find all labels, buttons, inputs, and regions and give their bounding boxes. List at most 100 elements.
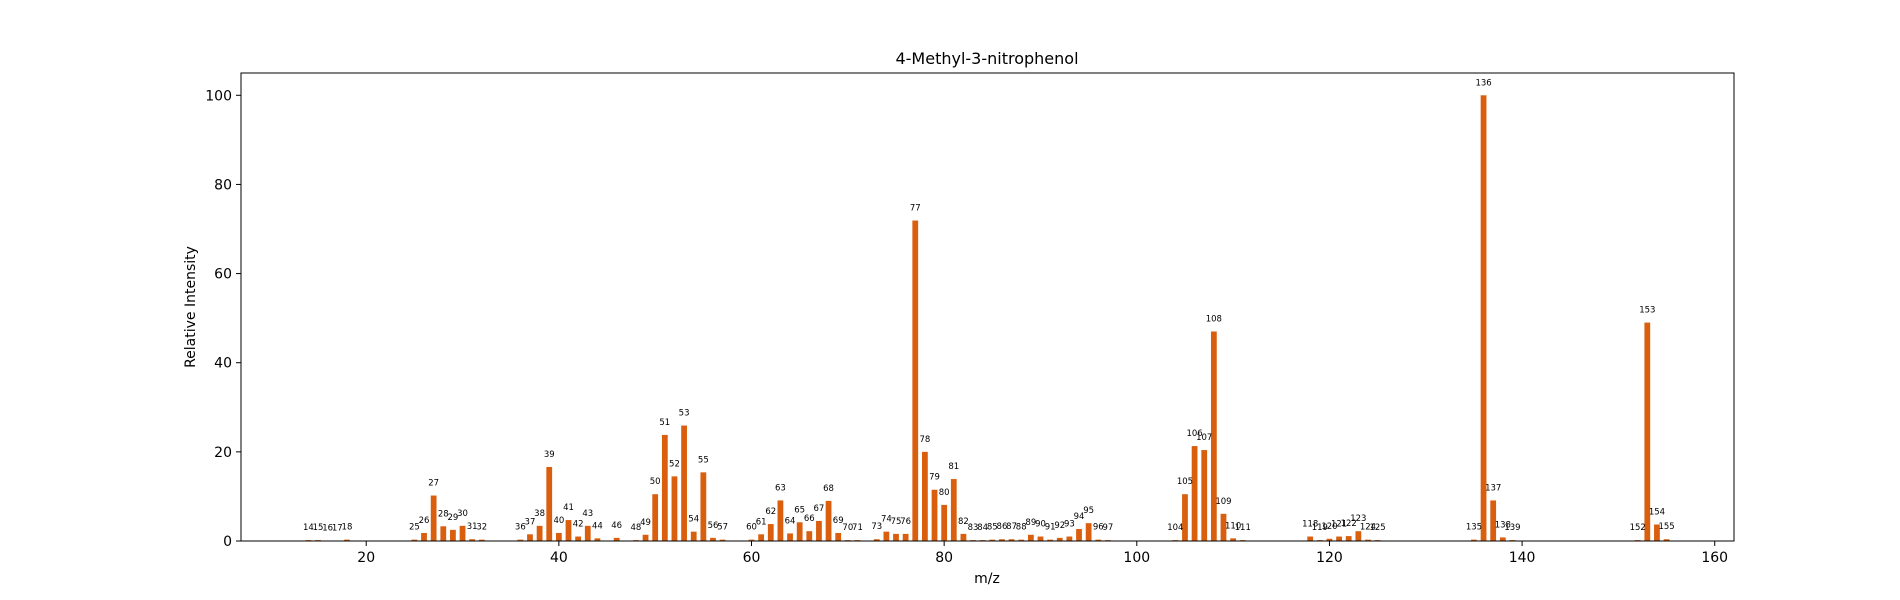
bar-mz-73 — [873, 539, 880, 541]
data-label-mz-54: 54 — [688, 515, 699, 525]
bar-mz-107 — [1201, 450, 1208, 541]
bar-mz-31 — [469, 539, 476, 541]
data-label-mz-41: 41 — [563, 503, 574, 513]
bar-mz-124 — [1365, 539, 1371, 541]
y-tick-label-0: 0 — [223, 534, 232, 550]
data-label-mz-18: 18 — [342, 523, 353, 533]
data-label-mz-48: 48 — [631, 523, 642, 533]
data-label-mz-82: 82 — [958, 517, 969, 527]
bar-mz-69 — [835, 532, 842, 541]
data-label-mz-153: 153 — [1639, 306, 1655, 316]
data-label-mz-84: 84 — [977, 523, 988, 533]
x-axis: 20 40 60 80 100 120 140 160 — [357, 541, 1728, 566]
data-label-mz-118: 118 — [1302, 520, 1318, 530]
bar-mz-27 — [430, 495, 437, 541]
bar-mz-121 — [1336, 536, 1342, 541]
data-label-mz-70: 70 — [842, 523, 853, 533]
bar-mz-137 — [1490, 500, 1497, 541]
bar-mz-120 — [1326, 538, 1333, 541]
data-label-mz-62: 62 — [765, 507, 776, 517]
y-axis-label: Relative Intensity — [183, 246, 199, 368]
bar-mz-18 — [344, 539, 350, 541]
bar-mz-136 — [1480, 95, 1487, 541]
data-label-mz-26: 26 — [419, 516, 430, 526]
y-tick-label-20: 20 — [214, 445, 232, 461]
data-label-mz-104: 104 — [1167, 523, 1183, 533]
data-label-mz-94: 94 — [1074, 512, 1085, 522]
bar-mz-88 — [1018, 539, 1025, 541]
bar-mz-81 — [950, 479, 957, 541]
bar-mz-52 — [671, 476, 678, 541]
x-tick-label-160: 160 — [1701, 550, 1728, 566]
data-label-mz-57: 57 — [717, 523, 728, 533]
data-label-mz-95: 95 — [1083, 506, 1094, 516]
data-label-mz-53: 53 — [679, 409, 690, 419]
bar-mz-56 — [710, 537, 716, 541]
data-label-mz-85: 85 — [987, 523, 998, 533]
bar-mz-53 — [681, 425, 687, 541]
chart-title: 4-Methyl-3-nitrophenol — [895, 49, 1078, 68]
bar-mz-91 — [1047, 539, 1053, 541]
bar-mz-28 — [440, 526, 447, 541]
data-label-mz-88: 88 — [1016, 523, 1027, 533]
data-label-mz-108: 108 — [1206, 315, 1222, 325]
bar-mz-86 — [999, 539, 1005, 541]
x-tick-label-120: 120 — [1316, 550, 1343, 566]
bar-mz-93 — [1066, 536, 1073, 541]
bar-mz-106 — [1191, 446, 1198, 541]
data-label-mz-40: 40 — [553, 516, 564, 526]
bar-mz-54 — [690, 531, 697, 541]
data-label-mz-64: 64 — [785, 516, 796, 526]
bar-mz-68 — [825, 500, 832, 541]
bar-mz-67 — [816, 520, 822, 541]
data-label-mz-96: 96 — [1093, 523, 1104, 533]
bar-mz-65 — [796, 522, 803, 541]
data-label-mz-15: 15 — [313, 523, 324, 533]
data-label-mz-43: 43 — [582, 509, 593, 519]
data-label-mz-105: 105 — [1177, 477, 1193, 487]
data-label-mz-152: 152 — [1630, 523, 1646, 533]
data-label-mz-125: 125 — [1369, 523, 1385, 533]
data-label-mz-37: 37 — [525, 517, 536, 527]
y-tick-label-80: 80 — [214, 177, 232, 193]
bar-mz-92 — [1056, 537, 1063, 541]
bar-mz-61 — [758, 534, 765, 541]
bar-mz-155 — [1663, 539, 1670, 541]
bar-mz-60 — [748, 539, 755, 541]
bar-mz-40 — [555, 532, 562, 541]
data-label-mz-30: 30 — [457, 509, 468, 519]
data-label-mz-80: 80 — [939, 488, 950, 498]
data-label-mz-29: 29 — [447, 513, 458, 523]
data-label-mz-14: 14 — [303, 523, 314, 533]
bar-mz-89 — [1027, 534, 1034, 541]
data-label-mz-155: 155 — [1658, 522, 1674, 532]
x-tick-label-40: 40 — [550, 550, 568, 566]
bar-mz-63 — [777, 500, 784, 541]
bar-mz-74 — [883, 531, 890, 541]
x-axis-label: m/z — [974, 571, 1000, 587]
bar-mz-43 — [584, 525, 591, 541]
data-label-mz-97: 97 — [1102, 523, 1113, 533]
x-tick-label-100: 100 — [1123, 550, 1150, 566]
data-label-mz-78: 78 — [919, 435, 930, 445]
data-label-mz-16: 16 — [322, 524, 333, 534]
bar-mz-38 — [536, 525, 543, 541]
bar-mz-135 — [1471, 539, 1477, 541]
data-label-mz-81: 81 — [948, 462, 959, 472]
data-label-mz-111: 111 — [1235, 523, 1251, 533]
x-tick-label-80: 80 — [935, 550, 953, 566]
bar-mz-85 — [989, 539, 996, 541]
data-label-mz-17: 17 — [332, 524, 343, 534]
data-label-mz-28: 28 — [438, 509, 449, 519]
data-label-mz-138: 138 — [1495, 520, 1511, 530]
data-label-mz-139: 139 — [1504, 523, 1520, 533]
data-label-mz-39: 39 — [544, 450, 555, 460]
bar-mz-96 — [1095, 539, 1102, 541]
data-label-mz-76: 76 — [900, 517, 911, 527]
bar-mz-55 — [700, 472, 707, 541]
data-label-mz-154: 154 — [1649, 508, 1665, 518]
data-label-mz-61: 61 — [756, 517, 767, 527]
bar-mz-30 — [459, 525, 466, 541]
data-label-mz-107: 107 — [1196, 433, 1212, 443]
